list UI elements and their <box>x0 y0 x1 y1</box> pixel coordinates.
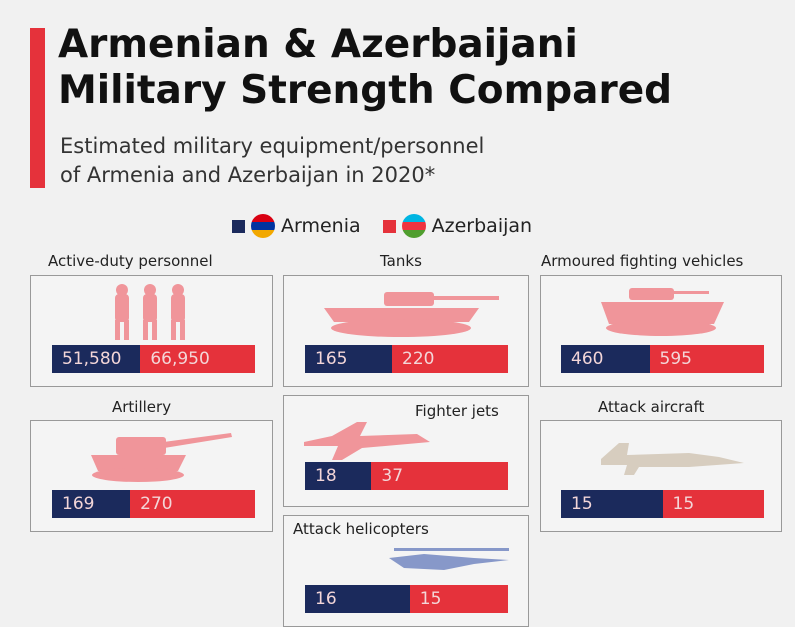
title: Armenian & Azerbaijani Military Strength… <box>58 22 672 114</box>
bar-segment: 15 <box>663 490 765 518</box>
icon <box>384 544 514 579</box>
flag <box>251 214 275 238</box>
value-label: 16 <box>315 589 337 609</box>
split-bar: 460 595 <box>561 345 764 373</box>
panel-title: Attack helicopters <box>293 520 429 538</box>
value-label: 165 <box>315 349 347 369</box>
subtitle-line: Estimated military equipment/personnel <box>60 132 484 161</box>
legend: Armenia Azerbaijan <box>232 214 554 238</box>
panel-title: Artillery <box>112 398 171 416</box>
icon <box>599 284 729 339</box>
accent-bar <box>30 28 45 188</box>
bar-segment: 15 <box>410 585 508 613</box>
panel-title: Attack aircraft <box>598 398 704 416</box>
value-label: 169 <box>62 494 94 514</box>
bar-segment: 37 <box>371 462 508 490</box>
split-bar: 51,580 66,950 <box>52 345 255 373</box>
panel-title: Fighter jets <box>415 402 499 420</box>
icon <box>111 282 191 342</box>
value-label: 460 <box>571 349 603 369</box>
value-label: 595 <box>660 349 692 369</box>
bar-segment: 51,580 <box>52 345 140 373</box>
split-bar: 169 270 <box>52 490 255 518</box>
bar-segment: 220 <box>392 345 508 373</box>
icon <box>599 433 749 478</box>
legend-item: Armenia <box>232 214 361 238</box>
value-label: 220 <box>402 349 434 369</box>
value-label: 15 <box>571 494 593 514</box>
legend-item: Azerbaijan <box>383 214 532 238</box>
bar-segment: 165 <box>305 345 392 373</box>
icon <box>86 429 236 484</box>
legend-swatch <box>383 220 396 233</box>
subtitle: Estimated military equipment/personnel o… <box>60 132 484 190</box>
bar-segment: 460 <box>561 345 650 373</box>
bar-segment: 18 <box>305 462 371 490</box>
value-label: 37 <box>381 466 403 486</box>
icon <box>302 416 432 461</box>
bar-segment: 270 <box>130 490 255 518</box>
title-line: Military Strength Compared <box>58 68 672 114</box>
value-label: 270 <box>140 494 172 514</box>
subtitle-line: of Armenia and Azerbaijan in 2020* <box>60 161 484 190</box>
legend-label: Azerbaijan <box>432 215 532 237</box>
panel-title: Tanks <box>380 252 422 270</box>
legend-swatch <box>232 220 245 233</box>
flag <box>402 214 426 238</box>
value-label: 15 <box>420 589 442 609</box>
split-bar: 165 220 <box>305 345 508 373</box>
infographic: Armenian & Azerbaijani Military Strength… <box>0 0 795 627</box>
value-label: 18 <box>315 466 337 486</box>
value-label: 66,950 <box>150 349 209 369</box>
bar-segment: 66,950 <box>140 345 255 373</box>
panel-title: Armoured fighting vehicles <box>541 252 743 270</box>
value-label: 15 <box>673 494 695 514</box>
icon <box>319 284 499 339</box>
title-line: Armenian & Azerbaijani <box>58 22 672 68</box>
value-label: 51,580 <box>62 349 121 369</box>
legend-label: Armenia <box>281 215 361 237</box>
bar-segment: 16 <box>305 585 410 613</box>
bar-segment: 595 <box>650 345 764 373</box>
bar-segment: 169 <box>52 490 130 518</box>
bar-segment: 15 <box>561 490 663 518</box>
panel-title: Active-duty personnel <box>48 252 213 270</box>
